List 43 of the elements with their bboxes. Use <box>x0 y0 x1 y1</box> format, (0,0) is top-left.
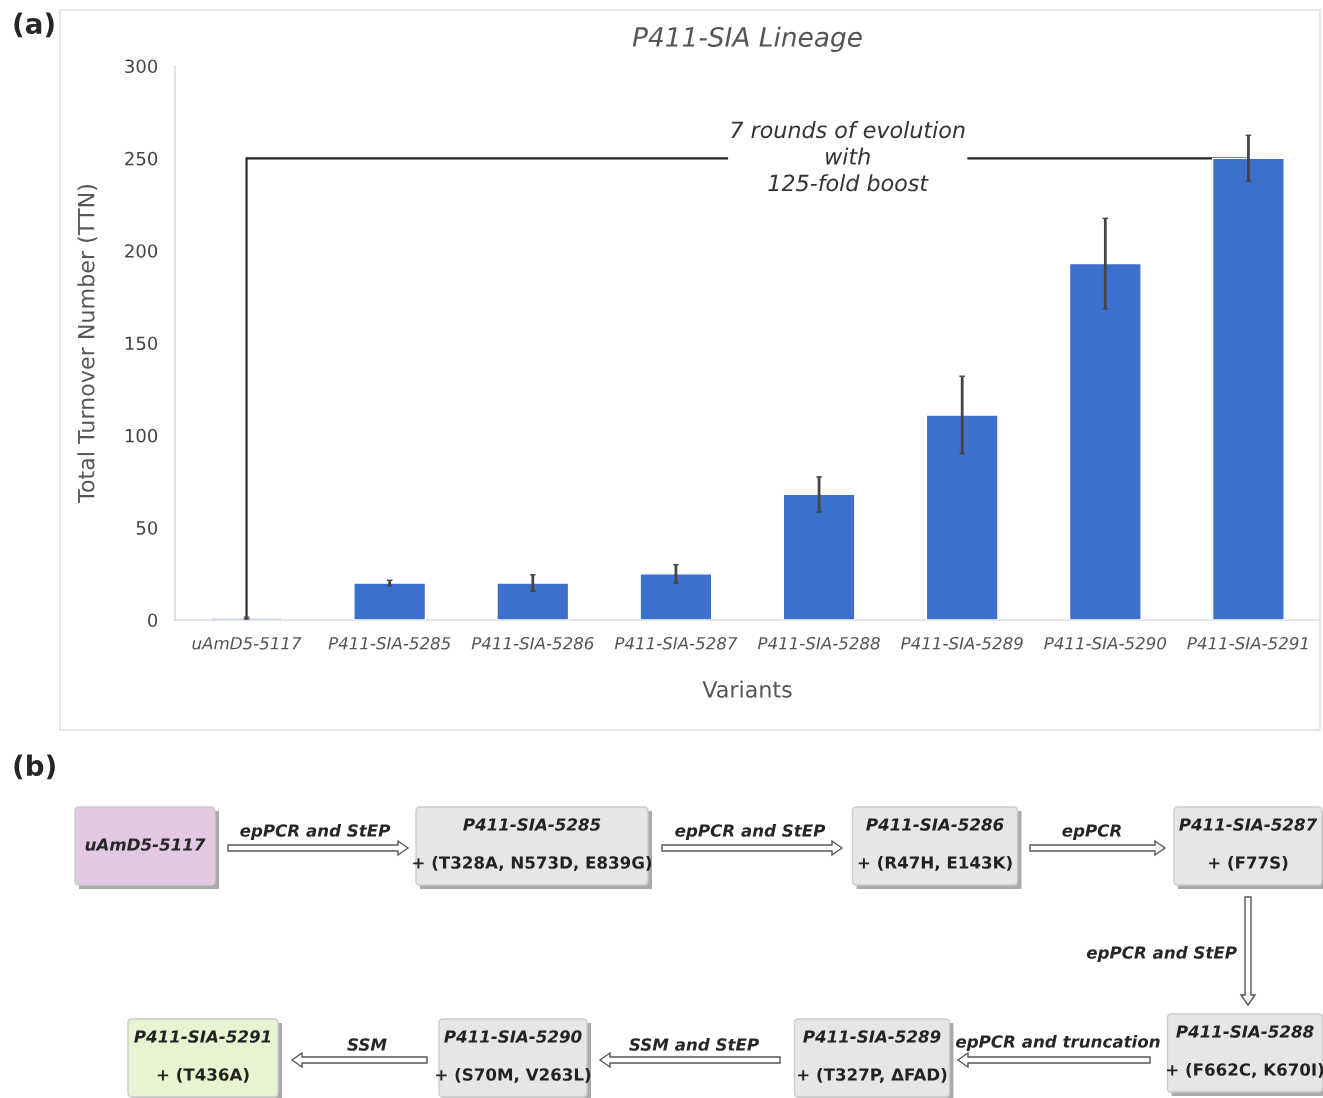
x-tick-label: P411-SIA-5288 <box>757 636 880 650</box>
text: P411-SIA-5285 + (T328A, N573D, E839G) <box>413 818 652 871</box>
text: P411-SIA-5288 + (F662C, K670I) <box>1167 1025 1323 1078</box>
text: P411-SIA-5290 + (S70M, V263L) <box>436 1030 591 1083</box>
bar <box>639 573 713 620</box>
x-tick-label: P411-SIA-5290 <box>1044 636 1167 650</box>
text: epPCR and StEP <box>1086 945 1237 963</box>
text: (b) <box>14 754 55 780</box>
text: P411-SIA-5291 + (T436A) <box>134 1030 271 1083</box>
chart-title: P411-SIA Lineage <box>632 26 862 53</box>
text: SSM and StEP <box>629 1037 759 1051</box>
x-tick-label: P411-SIA-5285 <box>328 636 451 650</box>
y-tick-label: 150 <box>125 336 158 351</box>
bar <box>353 582 427 620</box>
x-tick-label: P411-SIA-5289 <box>901 636 1023 650</box>
y-tick-label: 50 <box>136 521 158 535</box>
x-tick-label: P411-SIA-5287 <box>614 636 738 650</box>
bar <box>925 414 999 620</box>
y-tick-label: 100 <box>125 428 158 443</box>
text: epPCR and StEP <box>675 823 826 841</box>
bar <box>782 493 856 620</box>
text: SSM <box>347 1038 387 1051</box>
text: P411-SIA-5289 + (T327P, ΔFAD) <box>797 1030 947 1083</box>
y-tick-label: 300 <box>125 59 158 74</box>
y-axis-title: Total Turnover Number (TTN) <box>77 185 98 503</box>
x-tick-label: uAmD5-5117 <box>192 637 302 650</box>
y-tick-label: 250 <box>125 151 158 166</box>
text: epPCR and truncation <box>956 1034 1160 1052</box>
ref-line-label: 7 rounds of evolution with 125-fold boost <box>731 121 965 192</box>
y-tick-label: 0 <box>148 613 158 628</box>
bar <box>1211 157 1285 620</box>
y-tick-label: 200 <box>125 244 158 258</box>
text: (a) <box>14 12 54 38</box>
text: epPCR <box>1062 824 1121 841</box>
x-tick-label: P411-SIA-5286 <box>471 636 594 650</box>
text: P411-SIA-5287 + (F77S) <box>1179 818 1318 871</box>
text: P411-SIA-5286 + (R47H, E143K) <box>858 818 1012 871</box>
text: epPCR and StEP <box>240 823 391 841</box>
text: uAmD5-5117 <box>85 838 206 851</box>
x-axis-title: Variants <box>702 680 792 698</box>
x-tick-label: P411-SIA-5291 <box>1187 636 1308 650</box>
bar <box>1068 262 1142 620</box>
bar <box>496 582 570 620</box>
